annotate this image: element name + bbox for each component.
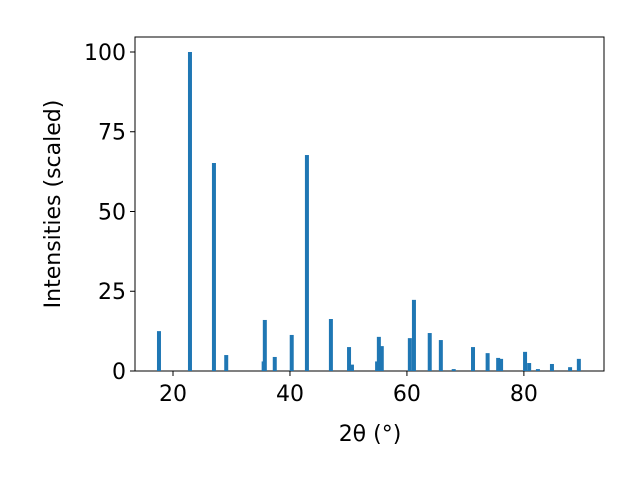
bar (262, 319, 267, 371)
bar (427, 333, 432, 371)
bar (347, 347, 352, 371)
x-tick-label: 20 (159, 382, 187, 407)
y-tick-label: 25 (98, 280, 126, 305)
bar (549, 363, 554, 371)
y-axis-label: Intensities (scaled) (41, 100, 66, 309)
bar (496, 357, 501, 371)
y-tick-label: 50 (98, 200, 126, 225)
bar (376, 336, 381, 371)
bar (527, 363, 532, 371)
bar (272, 356, 277, 371)
bar (304, 155, 309, 371)
plot-frame (134, 36, 605, 372)
bar (289, 334, 294, 371)
y-tick-label: 100 (84, 41, 126, 66)
bar (224, 355, 229, 371)
x-tick-label: 40 (276, 382, 304, 407)
y-tick-label: 0 (112, 360, 126, 385)
x-tick-label: 80 (510, 382, 538, 407)
bar (156, 331, 161, 371)
bar (576, 358, 581, 371)
bar (379, 346, 384, 371)
bar (535, 369, 540, 371)
bar (523, 351, 528, 371)
bar (451, 369, 456, 371)
bar (211, 163, 216, 371)
bar (438, 340, 443, 371)
bar (568, 367, 573, 371)
bar (349, 364, 354, 371)
bar (485, 353, 490, 371)
bar (499, 358, 504, 371)
bar (328, 319, 333, 371)
bar (411, 299, 416, 371)
bar (407, 338, 412, 371)
x-tick-label: 60 (393, 382, 421, 407)
x-axis-label: 2θ (°) (339, 422, 402, 447)
bar (471, 347, 476, 371)
bar (187, 51, 192, 371)
y-tick-label: 75 (98, 121, 126, 146)
